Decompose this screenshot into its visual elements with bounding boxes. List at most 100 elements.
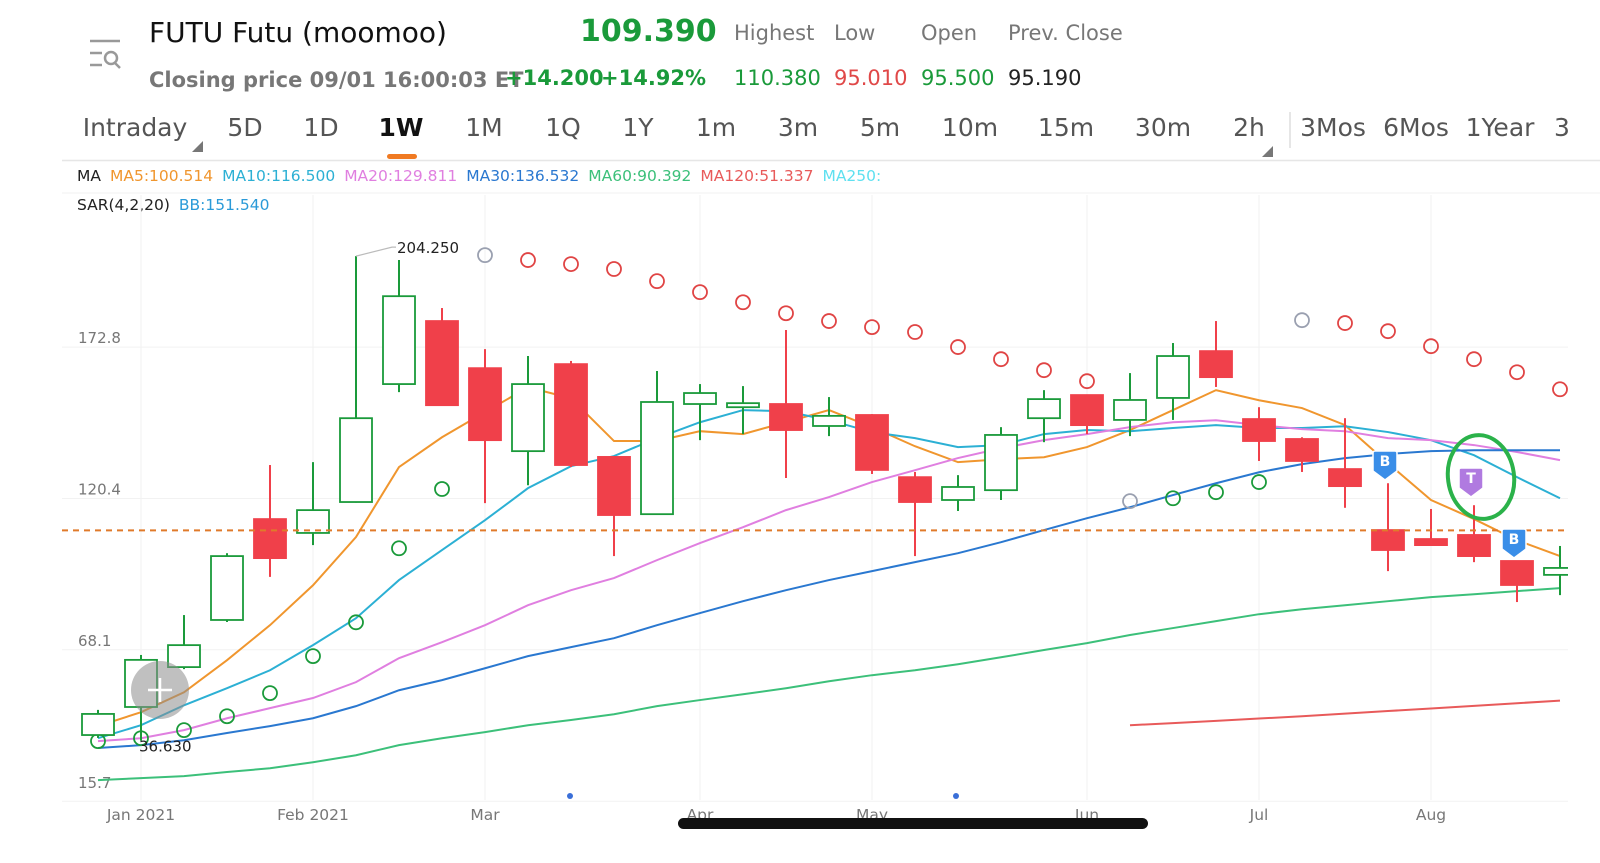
- sar-dot: [1208, 484, 1224, 501]
- sar-dot: [477, 247, 493, 264]
- period-tab[interactable]: 1Year: [1465, 113, 1535, 142]
- max-label: 204.250: [397, 239, 459, 257]
- period-tab[interactable]: 2h: [1233, 113, 1265, 142]
- legend-entry: MA120:51.337: [700, 167, 814, 185]
- candle-body: [1242, 418, 1276, 442]
- ma-line: [97, 419, 1561, 743]
- sar-dot: [606, 261, 622, 277]
- price-change-percent: +14.92%: [601, 66, 707, 90]
- trade-marker[interactable]: B: [1501, 528, 1527, 559]
- hand-drawn-circle: [1445, 433, 1517, 521]
- y-tick-label: 68.1: [78, 632, 111, 650]
- candle-body: [1414, 538, 1448, 546]
- period-tab[interactable]: 1D: [303, 113, 339, 142]
- candle-body: [81, 713, 115, 736]
- marker-badge: [1372, 450, 1398, 481]
- period-tab[interactable]: 10m: [941, 113, 999, 142]
- legend-entry: MA250:: [822, 167, 882, 185]
- legend-entry: MA5:100.514: [109, 167, 214, 185]
- stat-label: Highest: [734, 21, 815, 45]
- sar-dot: [950, 339, 966, 355]
- candle-body: [1113, 399, 1147, 421]
- candle-body: [812, 414, 846, 427]
- closing-status: Closing price 09/01 16:00:03 ET: [149, 68, 524, 92]
- period-tab[interactable]: 1W: [378, 113, 424, 142]
- sar-dot: [305, 648, 321, 665]
- candle-body: [1543, 567, 1568, 576]
- stat-label: Low: [834, 21, 876, 45]
- candle-body: [1156, 355, 1190, 399]
- max-leader: [355, 246, 396, 257]
- candle-body: [1328, 468, 1362, 488]
- sar-dot: [1294, 312, 1310, 329]
- add-button[interactable]: [131, 661, 189, 719]
- y-tick-label: 172.8: [78, 329, 121, 347]
- event-dot[interactable]: [567, 793, 573, 799]
- candle-body: [984, 434, 1018, 492]
- period-tab[interactable]: 30m: [1134, 113, 1192, 142]
- candle-body: [597, 456, 631, 516]
- period-tab[interactable]: 3m: [777, 113, 819, 142]
- period-tab[interactable]: 5D: [227, 113, 263, 142]
- legend-entry: MA60:90.392: [588, 167, 692, 185]
- sar-dot: [563, 256, 579, 272]
- candle-body: [511, 383, 545, 453]
- trade-marker[interactable]: B: [1372, 450, 1398, 481]
- marker-badge: [1501, 528, 1527, 559]
- sar-dot: [907, 324, 923, 340]
- candle-body: [1285, 438, 1319, 462]
- candle-body: [167, 644, 201, 668]
- period-tab[interactable]: 5m: [859, 113, 901, 142]
- plot-area: [62, 247, 1568, 782]
- sar-dot: [692, 284, 708, 301]
- candle-body: [683, 392, 717, 405]
- period-tab[interactable]: 3: [1554, 113, 1570, 142]
- price-change: +14.200: [505, 66, 604, 90]
- stat-value: 110.380: [734, 66, 821, 90]
- menu-search-icon[interactable]: [88, 38, 124, 72]
- candle-body: [640, 401, 674, 516]
- sar-legend: SAR(4,2,20) BB:151.540: [77, 196, 270, 214]
- period-tab[interactable]: 1Q: [545, 113, 581, 142]
- period-tab[interactable]: 6Mos: [1383, 113, 1449, 142]
- candle-body: [1199, 350, 1233, 379]
- ma-legend: MA MA5:100.514 MA10:116.500 MA20:129.811 MA3…: [77, 167, 881, 185]
- period-tab[interactable]: 1M: [465, 113, 503, 142]
- x-tick-label: Aug: [1416, 806, 1446, 824]
- event-dot[interactable]: [953, 793, 959, 799]
- sar-dot: [348, 614, 364, 631]
- sar-dot: [1423, 338, 1439, 355]
- period-tab[interactable]: 1m: [695, 113, 737, 142]
- period-tab[interactable]: 1Y: [622, 113, 654, 142]
- candle-body: [898, 476, 932, 503]
- candle-body: [1070, 394, 1104, 427]
- sar-dot: [1466, 351, 1482, 368]
- candle-body: [468, 367, 502, 442]
- bb-label: BB:151.540: [178, 196, 270, 214]
- period-tab[interactable]: Intraday: [82, 113, 188, 142]
- candle-body: [296, 509, 330, 534]
- x-tick-label: Mar: [470, 806, 500, 824]
- period-tab[interactable]: 15m: [1037, 113, 1095, 142]
- ma-line: [1129, 699, 1561, 727]
- price: 109.390: [580, 14, 717, 49]
- sar-dot: [391, 540, 407, 557]
- sar-dot: [735, 294, 751, 311]
- trade-marker[interactable]: T: [1458, 467, 1484, 498]
- x-tick-label: Jan 2021: [106, 806, 175, 824]
- candle-body: [554, 363, 588, 466]
- overlay: 204.250 36.630 B T B: [139, 239, 1527, 756]
- sar-dot: [993, 351, 1009, 368]
- period-tab[interactable]: 3Mos: [1300, 113, 1366, 142]
- sar-dot: [176, 722, 192, 739]
- sar-dot: [1380, 323, 1396, 340]
- sar-dot: [520, 252, 536, 268]
- candle-body: [1371, 529, 1405, 551]
- sar-dot: [1552, 381, 1568, 398]
- sar-dot: [1509, 364, 1525, 381]
- x-tick-label: Jul: [1249, 806, 1269, 824]
- ma-line: [97, 587, 1561, 782]
